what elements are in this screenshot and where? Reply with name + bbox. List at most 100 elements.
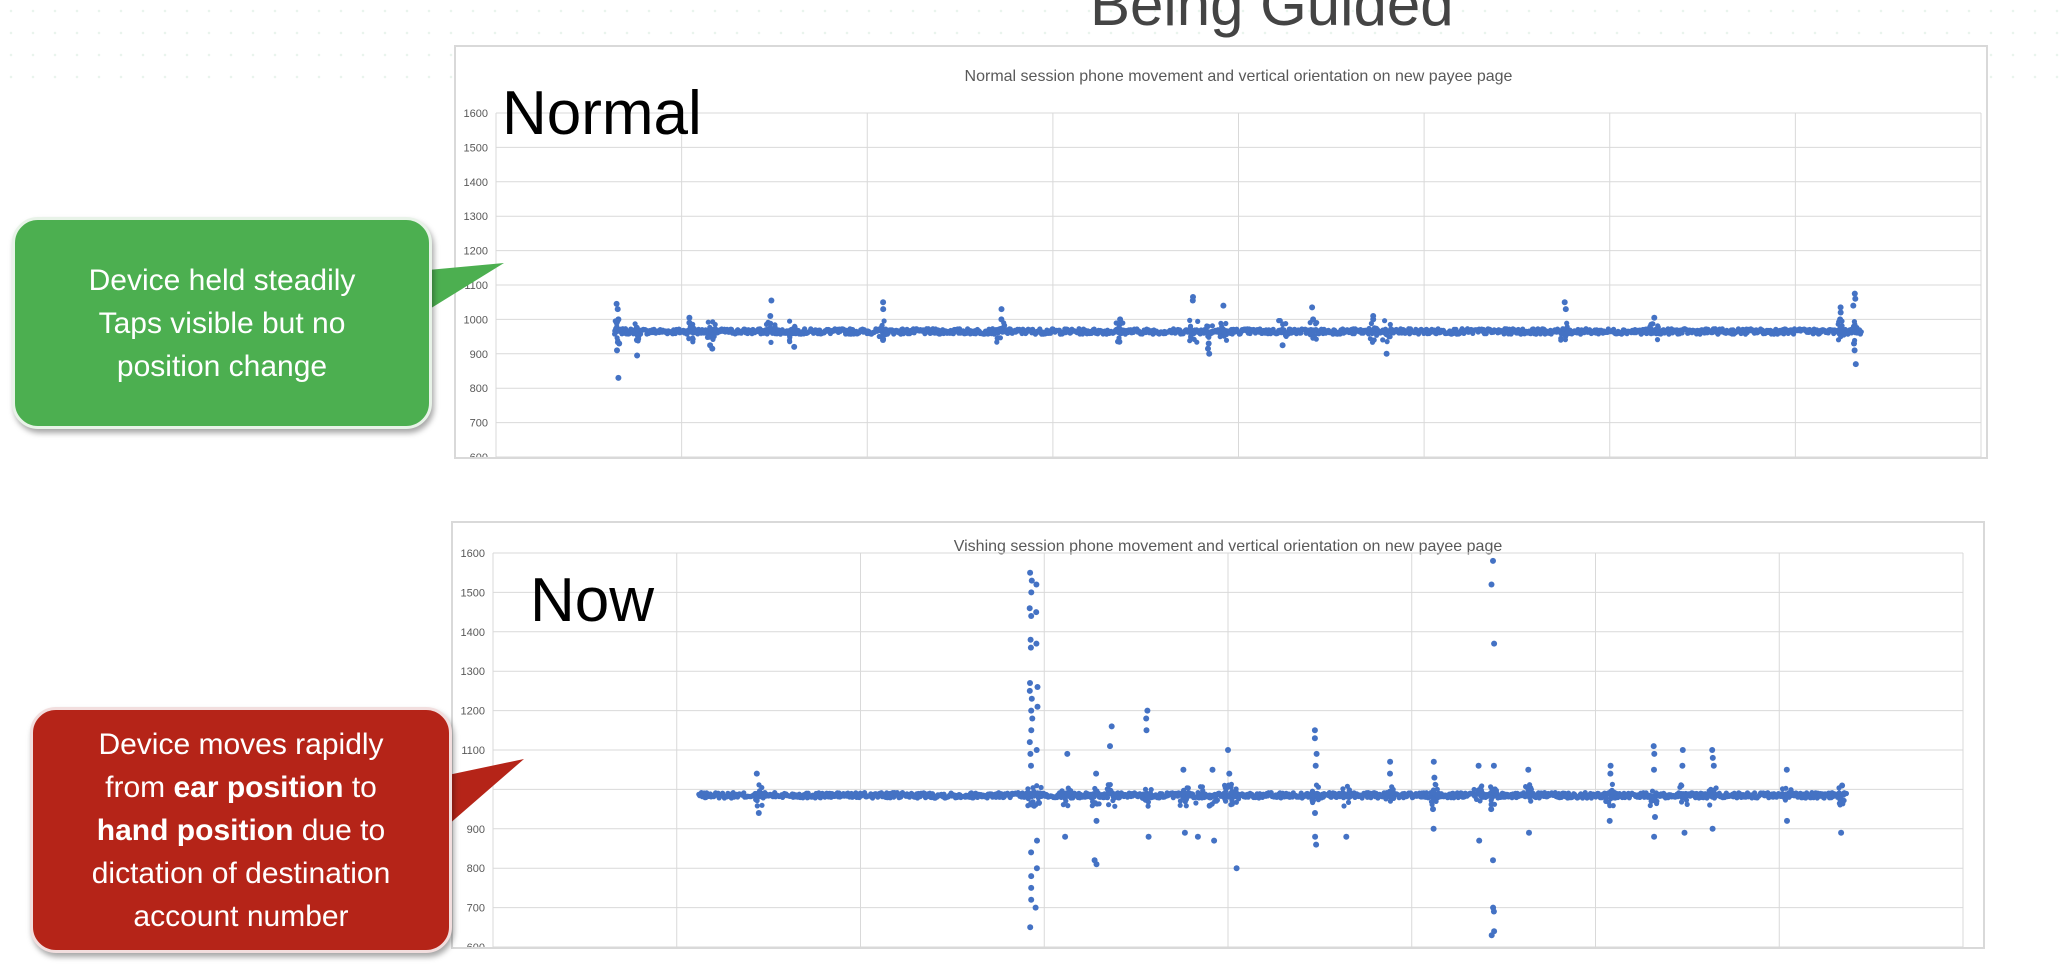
data-point bbox=[1433, 798, 1439, 804]
data-point bbox=[690, 335, 696, 341]
data-point bbox=[1852, 321, 1858, 327]
data-point bbox=[880, 306, 887, 313]
data-point bbox=[1187, 317, 1193, 323]
data-point bbox=[1309, 788, 1316, 794]
y-tick-label: 1100 bbox=[461, 745, 485, 757]
data-point bbox=[709, 332, 715, 338]
data-point bbox=[1310, 316, 1317, 323]
data-point bbox=[1835, 337, 1842, 343]
data-point bbox=[1181, 787, 1187, 793]
data-point bbox=[1366, 325, 1372, 332]
data-point bbox=[1784, 792, 1790, 799]
vishing-session-chart: Vishing session phone movement and verti… bbox=[451, 521, 1985, 949]
data-point bbox=[1609, 781, 1615, 787]
y-tick-label: 700 bbox=[467, 903, 485, 915]
data-point bbox=[1187, 325, 1194, 331]
data-point bbox=[1342, 791, 1348, 798]
data-point bbox=[1093, 861, 1100, 868]
data-point bbox=[1218, 320, 1224, 326]
data-point bbox=[1193, 800, 1199, 806]
data-point bbox=[1651, 314, 1658, 321]
y-tick-label: 900 bbox=[470, 349, 488, 361]
data-point bbox=[1207, 792, 1213, 798]
data-point bbox=[754, 803, 760, 809]
data-point bbox=[767, 324, 773, 331]
data-point bbox=[1027, 680, 1033, 686]
data-point bbox=[880, 337, 886, 343]
data-point bbox=[1374, 332, 1380, 338]
data-point bbox=[1033, 747, 1040, 753]
data-point bbox=[1652, 814, 1658, 820]
data-point bbox=[1206, 803, 1212, 809]
y-tick-label: 600 bbox=[470, 452, 488, 457]
data-point bbox=[1490, 857, 1496, 864]
data-point bbox=[1027, 750, 1034, 757]
green-callout-line-2: Taps visible but no bbox=[98, 306, 346, 340]
red-callout-text: due to bbox=[293, 813, 386, 847]
data-point bbox=[1229, 788, 1235, 795]
data-point bbox=[1431, 774, 1438, 781]
data-point bbox=[1312, 810, 1318, 816]
data-point bbox=[1223, 320, 1229, 327]
data-point bbox=[1430, 806, 1436, 813]
data-point bbox=[1851, 347, 1858, 354]
data-point bbox=[1851, 340, 1857, 347]
data-point bbox=[1387, 770, 1393, 777]
data-point bbox=[1607, 762, 1614, 769]
data-point bbox=[1488, 581, 1495, 588]
data-point bbox=[1112, 803, 1118, 809]
data-point bbox=[634, 352, 641, 359]
data-point bbox=[1783, 766, 1790, 773]
data-point bbox=[1027, 644, 1034, 651]
data-point bbox=[1180, 766, 1187, 773]
data-point bbox=[755, 810, 762, 816]
data-point bbox=[1654, 337, 1661, 343]
data-point bbox=[1380, 337, 1386, 343]
data-points bbox=[612, 290, 1864, 381]
data-point bbox=[1092, 801, 1098, 807]
data-point bbox=[1117, 316, 1124, 323]
data-point bbox=[1315, 797, 1321, 803]
data-point bbox=[1315, 784, 1321, 790]
data-point bbox=[1647, 802, 1653, 809]
data-point bbox=[1345, 799, 1352, 805]
data-point bbox=[1654, 800, 1660, 807]
normal-label: Normal bbox=[502, 79, 702, 148]
red-callout-text: to bbox=[343, 770, 377, 804]
data-point bbox=[787, 318, 793, 324]
data-point bbox=[881, 318, 887, 324]
data-point bbox=[1222, 796, 1228, 802]
chart-title: Vishing session phone movement and verti… bbox=[954, 538, 1503, 555]
data-point bbox=[998, 325, 1004, 332]
data-point bbox=[1340, 786, 1346, 792]
data-point bbox=[1107, 782, 1113, 788]
data-point bbox=[1564, 320, 1570, 326]
data-point bbox=[1655, 329, 1661, 335]
data-point bbox=[1220, 326, 1226, 332]
data-point bbox=[614, 306, 621, 313]
data-point bbox=[1032, 904, 1039, 911]
data-point bbox=[1476, 837, 1483, 844]
data-point bbox=[1841, 790, 1847, 796]
data-point bbox=[1371, 337, 1377, 343]
data-point bbox=[1603, 798, 1609, 804]
data-point bbox=[633, 337, 640, 343]
data-point bbox=[1370, 316, 1377, 323]
data-point bbox=[634, 327, 640, 333]
data-point bbox=[787, 334, 793, 340]
data-point bbox=[1651, 750, 1658, 757]
green-callout-line-1: Device held steadily bbox=[88, 263, 356, 297]
data-point bbox=[1195, 318, 1201, 324]
data-point bbox=[1430, 758, 1437, 765]
data-point bbox=[1310, 798, 1316, 804]
data-point bbox=[1200, 792, 1206, 798]
data-point bbox=[1838, 829, 1845, 836]
data-point bbox=[882, 327, 888, 333]
data-point bbox=[1027, 924, 1034, 931]
data-point bbox=[1382, 318, 1388, 324]
data-point bbox=[1851, 290, 1858, 297]
data-point bbox=[1093, 817, 1100, 824]
data-point bbox=[1346, 788, 1352, 794]
data-point bbox=[1490, 762, 1497, 769]
data-point bbox=[1177, 802, 1183, 808]
